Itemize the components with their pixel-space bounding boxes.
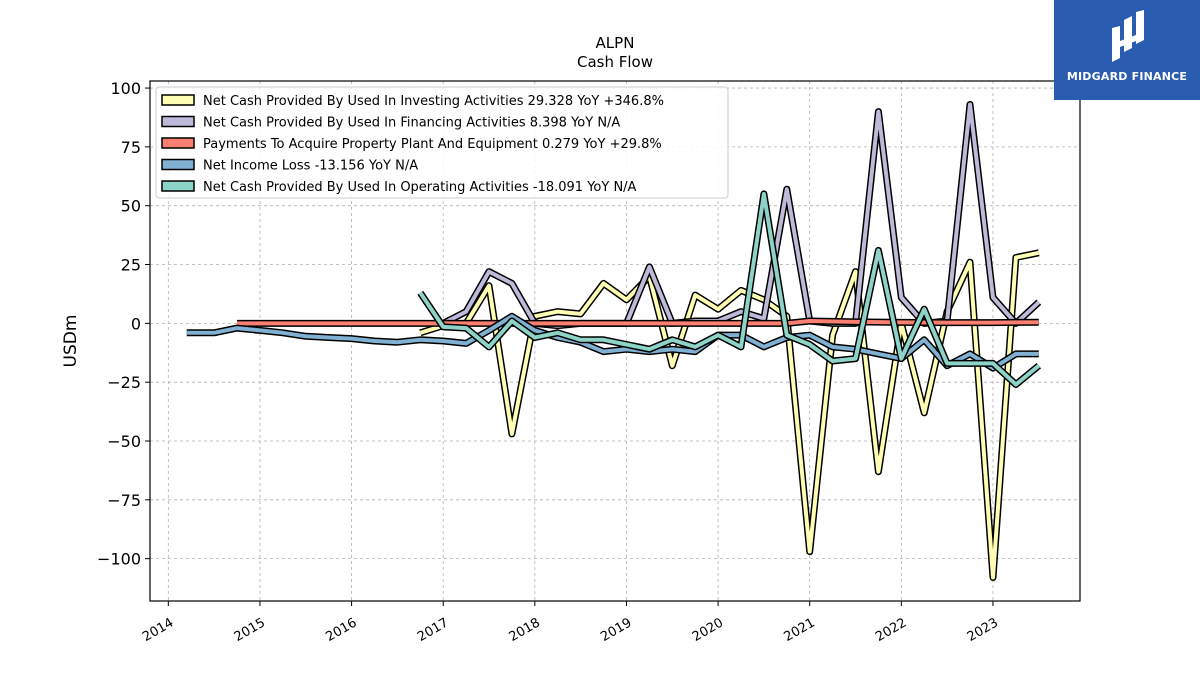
- x-tick-label: 2016: [323, 615, 359, 645]
- plot-frame: [149, 80, 1081, 602]
- legend-entry: Payments To Acquire Property Plant And E…: [203, 137, 662, 152]
- x-tick-label: 2018: [507, 615, 543, 645]
- x-tick-label: 2014: [140, 615, 176, 645]
- series-line-1: [419, 250, 1040, 580]
- x-tick-label: 2017: [415, 615, 451, 645]
- y-tick-label: −75: [107, 491, 141, 510]
- legend-swatch: [161, 180, 195, 192]
- series-line-4: [186, 314, 1039, 371]
- midgard-finance-logo: MIDGARD FINANCE: [1054, 0, 1200, 100]
- x-tick-label: 2020: [690, 615, 726, 645]
- y-tick-label: 0: [131, 314, 141, 333]
- legend-entry: Net Income Loss -13.156 YoY N/A: [203, 159, 418, 174]
- series-line-3: [237, 319, 1039, 326]
- logo-wordmark: MIDGARD FINANCE: [1066, 70, 1188, 83]
- y-tick-label: 100: [110, 79, 141, 98]
- y-tick-label: −25: [107, 373, 141, 392]
- y-tick-label: −100: [97, 550, 141, 569]
- series-line-5: [418, 191, 1041, 387]
- legend-entry: Net Cash Provided By Used In Operating A…: [203, 180, 637, 195]
- y-tick-label: −50: [107, 432, 141, 451]
- legend-swatch: [161, 158, 195, 171]
- y-tick-label: 25: [121, 256, 141, 275]
- x-axis: 2014 2015 2016 2017 2018 2019 2020 2021 2022 2023: [140, 601, 1001, 645]
- legend: Net Cash Provided By Used In Investing A…: [155, 86, 729, 199]
- x-tick-label: 2023: [965, 615, 1001, 645]
- y-tick-label: 50: [121, 197, 141, 216]
- series-lines: [186, 101, 1042, 581]
- legend-entry: Net Cash Provided By Used In Investing A…: [203, 94, 664, 109]
- y-axis-label: USDm: [61, 315, 81, 368]
- y-axis: 100 75 50 25 0 −25 −50 −75 −100: [97, 79, 150, 569]
- x-tick-label: 2022: [873, 615, 909, 645]
- x-tick-label: 2021: [782, 615, 818, 645]
- y-tick-label: 75: [121, 138, 141, 157]
- x-tick-label: 2019: [598, 615, 634, 645]
- legend-swatch: [161, 137, 195, 149]
- chart-title: ALPN: [596, 34, 635, 52]
- legend-box: [155, 86, 729, 199]
- legend-swatch: [161, 115, 195, 128]
- x-tick-label: 2015: [232, 615, 268, 645]
- logo-mark-icon: [1112, 10, 1144, 62]
- chart-subtitle: Cash Flow: [577, 53, 653, 71]
- legend-entry: Net Cash Provided By Used In Financing A…: [203, 116, 620, 131]
- legend-swatch: [161, 94, 195, 106]
